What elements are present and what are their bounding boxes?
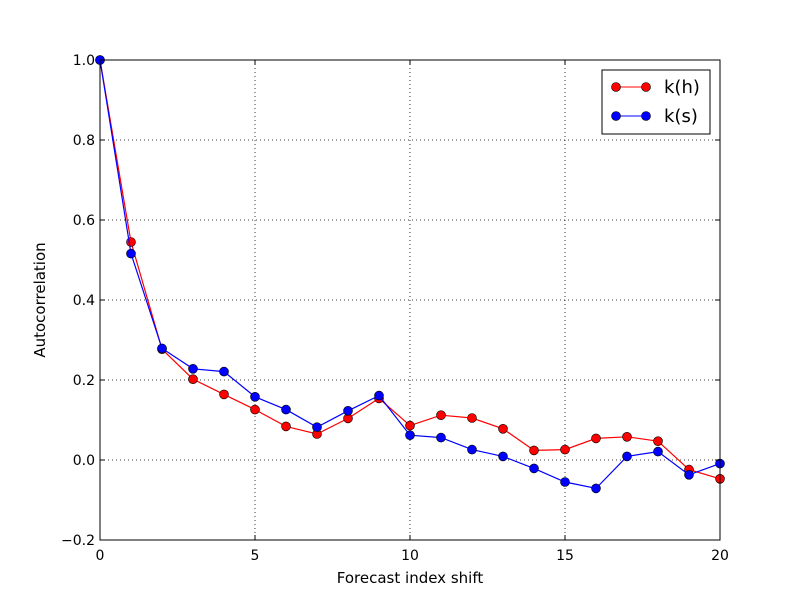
data-point xyxy=(653,446,663,457)
data-point xyxy=(622,431,632,442)
x-tick-label: 20 xyxy=(711,548,729,564)
legend-label-ks: k(s) xyxy=(664,106,698,127)
x-tick-label: 10 xyxy=(401,548,419,564)
y-tick-label: 0.4 xyxy=(73,293,95,309)
x-tick-label: 15 xyxy=(556,548,574,564)
y-tick-label: 0.2 xyxy=(73,373,95,389)
data-point xyxy=(281,404,291,415)
y-tick-label: −0.2 xyxy=(61,533,95,549)
ticks: 0 5 10 15 20 −0.2 0.0 0.2 0.4 0.6 0.8 1.0 xyxy=(61,53,729,564)
data-point xyxy=(219,366,229,377)
data-point xyxy=(250,391,260,402)
y-axis-label: Autocorrelation xyxy=(31,242,49,357)
data-point xyxy=(684,469,694,480)
data-point xyxy=(219,389,229,400)
y-tick-label: 1.0 xyxy=(73,53,95,69)
data-point xyxy=(188,374,198,385)
legend: k(h) k(s) xyxy=(601,69,711,135)
legend-box xyxy=(601,69,711,135)
data-point xyxy=(312,422,322,433)
y-tick-label: 0.6 xyxy=(73,213,95,229)
y-tick-label: 0.0 xyxy=(73,453,95,469)
data-point xyxy=(374,390,384,401)
legend-label-kh: k(h) xyxy=(664,77,700,98)
data-point xyxy=(126,248,136,259)
legend-marker-ks xyxy=(611,111,621,121)
data-point xyxy=(560,477,570,487)
data-point xyxy=(281,421,291,432)
data-point xyxy=(188,363,198,374)
data-point xyxy=(467,413,477,423)
x-tick-label: 0 xyxy=(96,548,105,564)
x-axis-label: Forecast index shift xyxy=(337,569,484,587)
data-point xyxy=(560,444,570,455)
data-point xyxy=(529,463,539,474)
legend-marker-kh xyxy=(611,82,621,92)
x-tick-label: 5 xyxy=(251,548,260,564)
data-point xyxy=(126,237,136,247)
data-point xyxy=(498,423,508,434)
data-point xyxy=(157,343,167,354)
data-point xyxy=(405,420,415,431)
data-point xyxy=(529,445,539,456)
data-point xyxy=(436,410,446,421)
data-point xyxy=(467,444,477,455)
data-point xyxy=(653,436,663,447)
data-point xyxy=(591,433,601,444)
legend-marker-kh xyxy=(641,82,651,92)
data-point xyxy=(405,430,415,441)
y-tick-label: 0.8 xyxy=(73,133,95,149)
data-point xyxy=(498,451,508,462)
legend-marker-ks xyxy=(641,111,651,121)
data-point xyxy=(622,451,632,462)
data-point xyxy=(436,432,446,443)
data-point xyxy=(343,405,353,416)
data-point xyxy=(250,404,260,415)
data-point xyxy=(591,483,601,494)
